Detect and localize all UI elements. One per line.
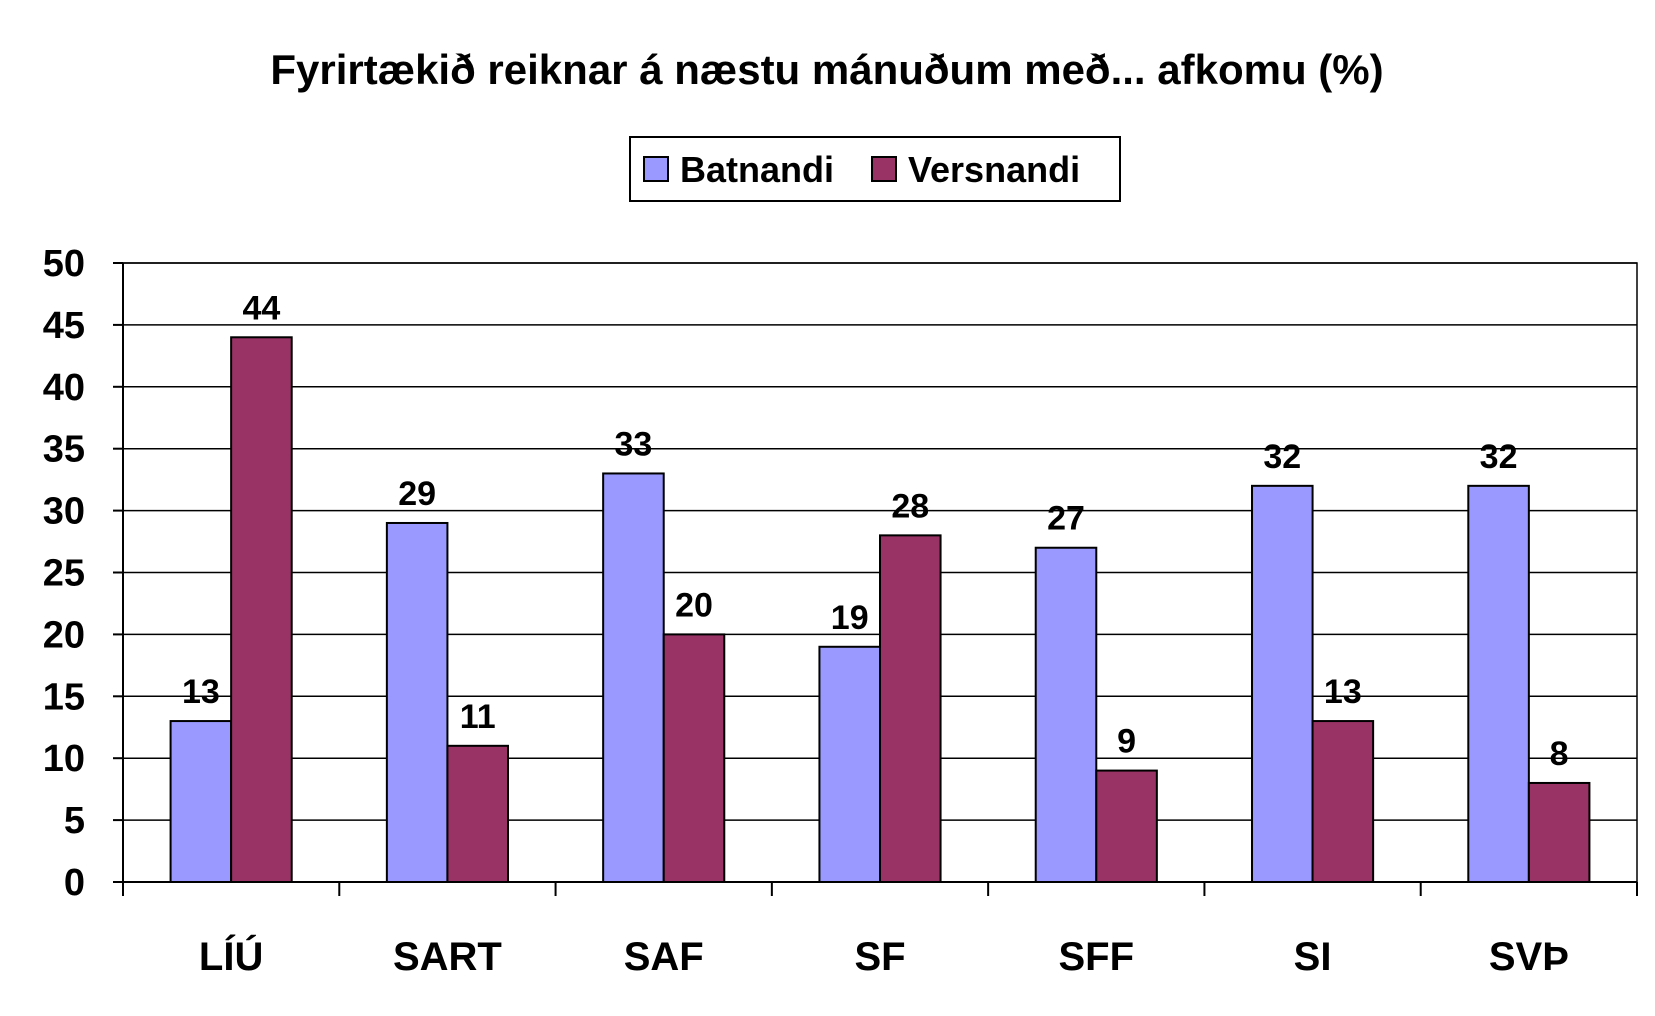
y-tick-label: 20 xyxy=(43,614,85,656)
bar-versnandi-4 xyxy=(1095,769,1158,884)
data-label: 9 xyxy=(1117,723,1136,761)
bar-versnandi-5 xyxy=(1311,720,1375,883)
y-tick-label: 40 xyxy=(43,367,85,409)
x-tick-label: SAF xyxy=(624,935,704,979)
legend-label-versnandi: Versnandi xyxy=(908,149,1080,190)
bar-batnandi-6 xyxy=(1467,484,1530,883)
bars xyxy=(169,336,1591,884)
legend-label-batnandi: Batnandi xyxy=(680,149,834,190)
x-tick-label: LÍÚ xyxy=(199,933,263,979)
y-axis: 0 5 10 15 20 25 30 35 40 45 50 xyxy=(43,243,124,904)
x-tick-label: SART xyxy=(393,935,502,979)
y-tick-label: 30 xyxy=(43,491,85,533)
bar-versnandi-6 xyxy=(1527,781,1591,884)
data-label: 13 xyxy=(182,673,220,711)
data-label: 19 xyxy=(831,599,869,637)
x-tick-label: SF xyxy=(854,935,905,979)
legend-swatch-batnandi xyxy=(643,156,669,182)
y-tick-label: 5 xyxy=(64,800,85,842)
data-label: 32 xyxy=(1480,438,1518,476)
bar-batnandi-5 xyxy=(1251,484,1314,883)
y-tick-label: 0 xyxy=(64,862,85,904)
data-label: 27 xyxy=(1047,500,1085,538)
bar-versnandi-3 xyxy=(879,534,942,883)
x-tick-label: SFF xyxy=(1059,935,1135,979)
chart-title: Fyrirtækið reiknar á næstu mánuðum með..… xyxy=(270,46,1383,93)
data-label: 13 xyxy=(1324,673,1362,711)
y-tick-label: 15 xyxy=(43,676,85,718)
y-tick-label: 50 xyxy=(43,243,85,285)
data-label: 28 xyxy=(891,487,929,525)
data-label: 33 xyxy=(615,425,653,463)
bar-batnandi-3 xyxy=(818,645,882,884)
data-labels: 13 44 29 11 33 20 19 28 27 9 32 13 32 8 xyxy=(182,289,1569,773)
y-tick-label: 45 xyxy=(43,305,85,347)
bar-batnandi-2 xyxy=(602,472,665,883)
y-tick-label: 25 xyxy=(43,553,85,595)
x-tick-label: SI xyxy=(1294,935,1332,979)
data-label: 20 xyxy=(675,586,713,624)
x-tick-label: SVÞ xyxy=(1489,935,1569,979)
bar-versnandi-0 xyxy=(230,336,293,883)
legend: Batnandi Versnandi xyxy=(629,136,1121,202)
bar-batnandi-1 xyxy=(385,521,449,883)
data-label: 11 xyxy=(460,698,496,736)
bar-versnandi-2 xyxy=(662,633,726,884)
y-tick-label: 10 xyxy=(43,738,85,780)
data-label: 32 xyxy=(1263,438,1301,476)
x-axis: LÍÚ SART SAF SF SFF SI SVÞ xyxy=(122,881,1638,979)
data-label: 44 xyxy=(243,289,281,327)
bar-versnandi-1 xyxy=(446,744,509,883)
y-tick-label: 35 xyxy=(43,429,85,471)
legend-swatch-versnandi xyxy=(871,156,897,182)
bar-batnandi-0 xyxy=(169,720,233,883)
bar-batnandi-4 xyxy=(1034,546,1098,883)
data-label: 8 xyxy=(1550,735,1569,773)
data-label: 29 xyxy=(398,475,436,513)
